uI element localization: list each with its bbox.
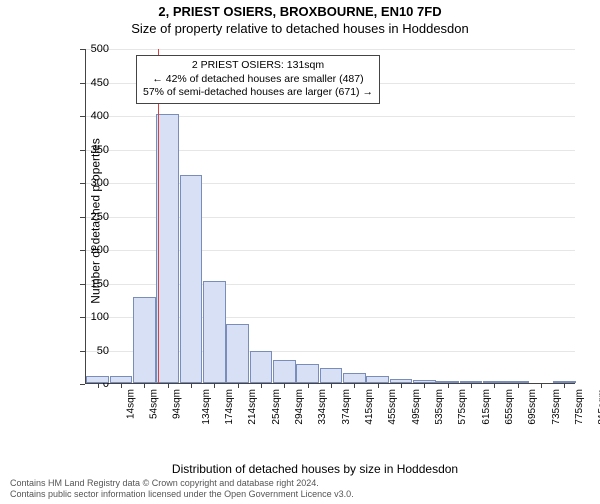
x-tick	[261, 383, 262, 388]
annotation-line1: 2 PRIEST OSIERS: 131sqm	[143, 59, 373, 73]
x-tick-label: 334sqm	[317, 389, 328, 425]
y-tick-label: 350	[91, 144, 109, 156]
x-tick-label: 775sqm	[574, 389, 585, 425]
y-tick-label: 250	[91, 211, 109, 223]
histogram-bar	[180, 175, 203, 383]
x-tick	[98, 383, 99, 388]
y-tick-label: 200	[91, 244, 109, 256]
y-tick	[80, 284, 85, 285]
footer-line2: Contains public sector information licen…	[10, 489, 354, 500]
histogram-bar	[156, 114, 179, 383]
y-tick-label: 450	[91, 77, 109, 89]
x-tick	[518, 383, 519, 388]
x-tick	[354, 383, 355, 388]
gridline	[86, 49, 575, 50]
x-tick-label: 535sqm	[434, 389, 445, 425]
x-tick-label: 415sqm	[364, 389, 375, 425]
histogram-bar	[250, 351, 273, 383]
x-tick	[168, 383, 169, 388]
y-tick-label: 400	[91, 110, 109, 122]
histogram-bar	[320, 368, 343, 383]
x-tick-label: 495sqm	[411, 389, 422, 425]
x-tick	[238, 383, 239, 388]
y-tick	[80, 317, 85, 318]
x-axis-label: Distribution of detached houses by size …	[55, 462, 575, 476]
y-tick	[80, 351, 85, 352]
x-tick-label: 455sqm	[387, 389, 398, 425]
x-tick	[331, 383, 332, 388]
x-tick-label: 374sqm	[341, 389, 352, 425]
histogram-bar	[273, 360, 296, 383]
x-tick-label: 134sqm	[201, 389, 212, 425]
plot-area: 05010015020025030035040045050014sqm54sqm…	[85, 49, 575, 384]
x-tick	[494, 383, 495, 388]
histogram-bar	[343, 373, 366, 383]
x-tick	[214, 383, 215, 388]
y-tick	[80, 217, 85, 218]
histogram-bar	[133, 297, 156, 383]
x-tick	[471, 383, 472, 388]
x-tick	[541, 383, 542, 388]
y-tick-label: 500	[91, 43, 109, 55]
y-tick-label: 100	[91, 311, 109, 323]
footer-line1: Contains HM Land Registry data © Crown c…	[10, 478, 354, 489]
x-tick-label: 735sqm	[551, 389, 562, 425]
x-tick-label: 695sqm	[527, 389, 538, 425]
annotation-line3: 57% of semi-detached houses are larger (…	[143, 86, 373, 100]
y-tick	[80, 183, 85, 184]
x-tick-label: 294sqm	[294, 389, 305, 425]
annotation-line2: ← 42% of detached houses are smaller (48…	[143, 73, 373, 87]
x-tick-label: 174sqm	[224, 389, 235, 425]
x-tick-label: 575sqm	[457, 389, 468, 425]
x-tick	[121, 383, 122, 388]
x-tick	[564, 383, 565, 388]
histogram-chart: Number of detached properties 0501001502…	[55, 49, 575, 424]
footer-attribution: Contains HM Land Registry data © Crown c…	[10, 478, 354, 501]
x-tick-label: 655sqm	[504, 389, 515, 425]
y-tick	[80, 250, 85, 251]
x-tick-label: 214sqm	[247, 389, 258, 425]
y-tick	[80, 384, 85, 385]
x-tick-label: 615sqm	[481, 389, 492, 425]
x-tick-label: 94sqm	[172, 389, 183, 419]
histogram-bar	[110, 376, 133, 383]
x-tick	[401, 383, 402, 388]
x-tick	[378, 383, 379, 388]
x-tick	[448, 383, 449, 388]
y-tick-label: 300	[91, 177, 109, 189]
histogram-bar	[296, 364, 319, 383]
x-tick	[284, 383, 285, 388]
annotation-box: 2 PRIEST OSIERS: 131sqm ← 42% of detache…	[136, 55, 380, 104]
y-tick-label: 50	[97, 345, 109, 357]
page-title-line1: 2, PRIEST OSIERS, BROXBOURNE, EN10 7FD	[0, 4, 600, 19]
y-tick-label: 150	[91, 278, 109, 290]
x-tick	[144, 383, 145, 388]
x-tick-label: 14sqm	[125, 389, 136, 419]
x-tick-label: 54sqm	[149, 389, 160, 419]
x-tick	[308, 383, 309, 388]
x-tick-label: 254sqm	[271, 389, 282, 425]
y-tick	[80, 116, 85, 117]
page-title-line2: Size of property relative to detached ho…	[0, 21, 600, 36]
y-tick	[80, 83, 85, 84]
histogram-bar	[366, 376, 389, 383]
histogram-bar	[226, 324, 249, 383]
y-tick	[80, 49, 85, 50]
x-tick	[191, 383, 192, 388]
x-tick	[424, 383, 425, 388]
histogram-bar	[86, 376, 109, 383]
y-tick	[80, 150, 85, 151]
histogram-bar	[203, 281, 226, 383]
